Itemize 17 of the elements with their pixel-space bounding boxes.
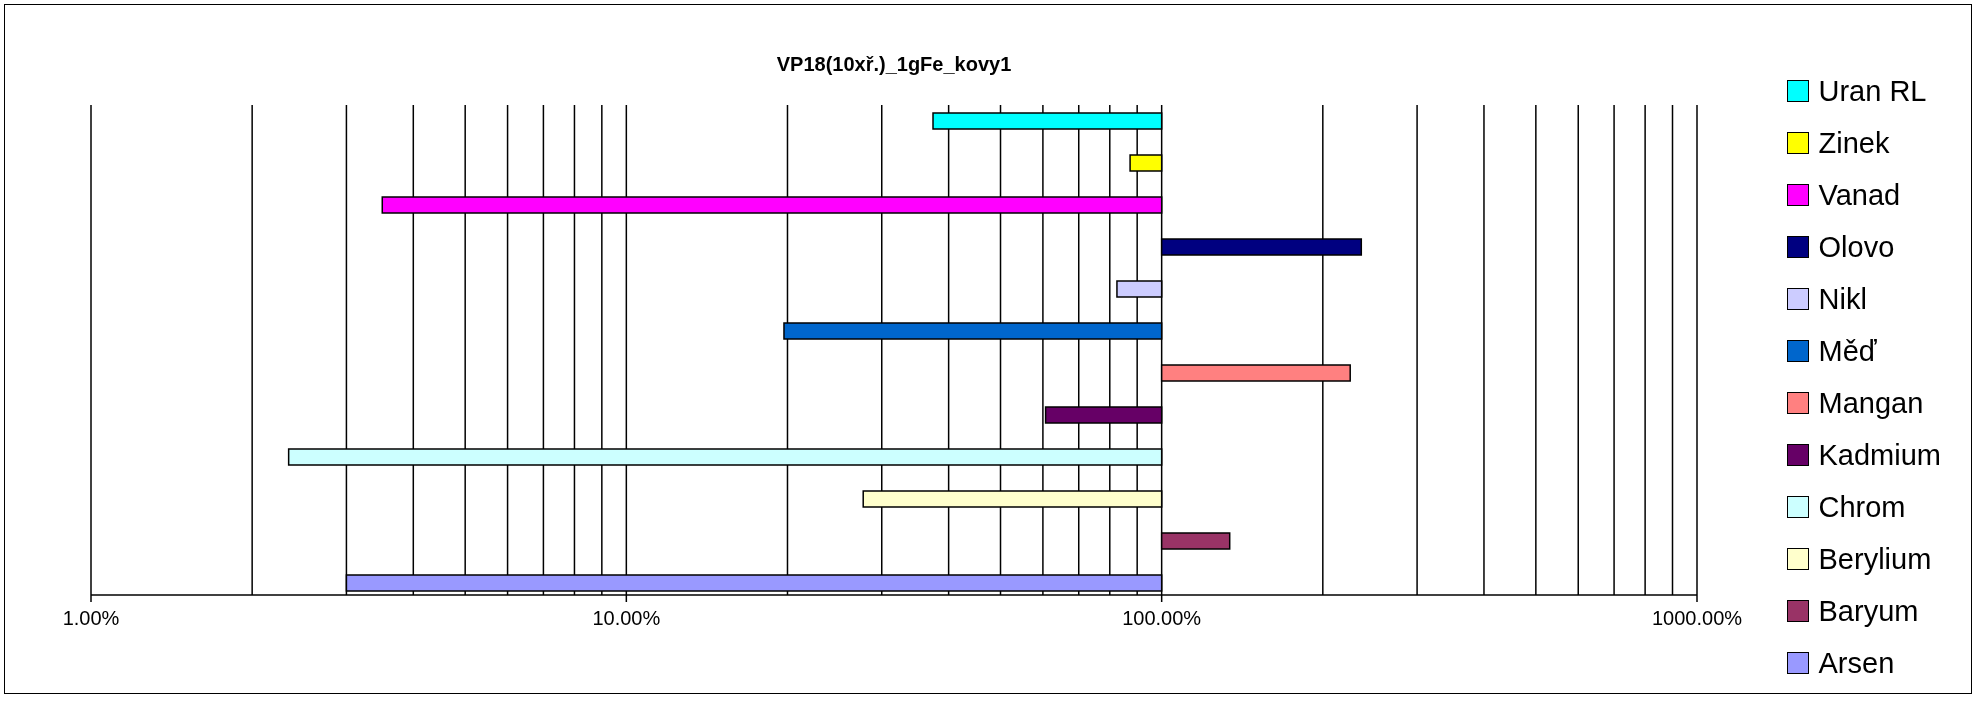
- legend-label: Kadmium: [1818, 438, 1941, 472]
- legend-label: Mangan: [1818, 386, 1924, 420]
- legend-label: Nikl: [1818, 282, 1867, 316]
- legend-label: Měď: [1818, 334, 1877, 368]
- legend-label: Vanad: [1818, 178, 1901, 212]
- legend-label: Uran RL: [1818, 74, 1927, 108]
- legend-label: Chrom: [1818, 490, 1906, 524]
- legend-label: Arsen: [1818, 646, 1895, 680]
- x-tick-label: 1000.00%: [1651, 607, 1743, 629]
- legend-label: Berylium: [1818, 542, 1932, 576]
- legend-label: Zinek: [1818, 126, 1890, 160]
- legend-label: Baryum: [1818, 594, 1919, 628]
- legend-label: Olovo: [1818, 230, 1895, 264]
- chart-title: VP18(10xř.)_1gFe_kovy1: [775, 53, 1013, 76]
- x-tick-label: 10.00%: [592, 607, 661, 629]
- x-tick-label: 100.00%: [1122, 607, 1202, 629]
- x-tick-label: 1.00%: [62, 607, 120, 629]
